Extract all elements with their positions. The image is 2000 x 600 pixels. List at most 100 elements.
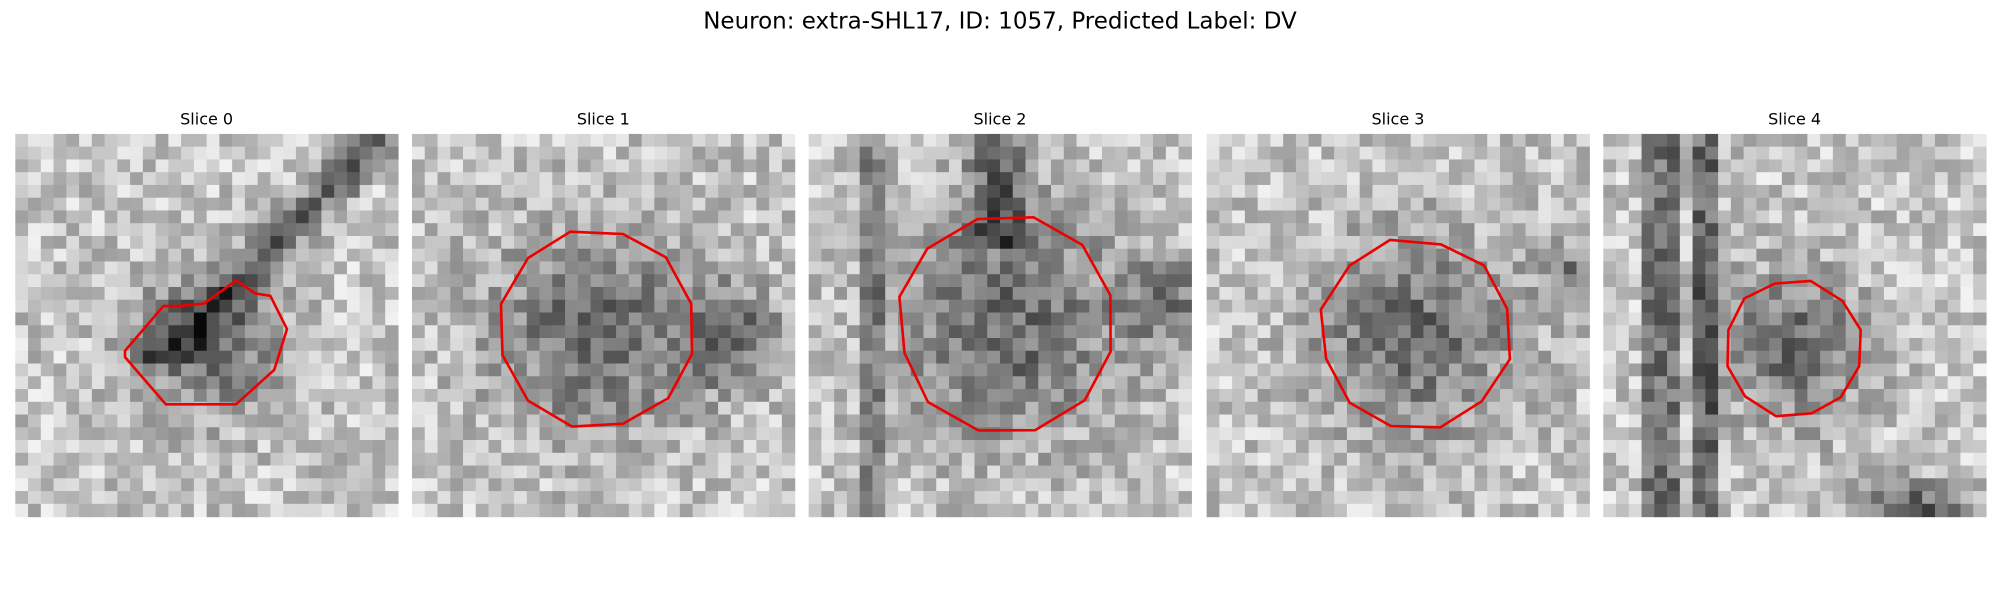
pixel <box>1397 159 1412 173</box>
pixel <box>1603 210 1617 224</box>
pixel <box>437 401 451 416</box>
pixel <box>1397 274 1412 288</box>
pixel <box>1576 465 1590 479</box>
pixel <box>1270 274 1284 288</box>
pixel <box>1551 223 1565 237</box>
pixel <box>808 376 823 390</box>
pixel <box>1012 414 1027 428</box>
pixel <box>756 312 770 326</box>
pixel <box>488 312 502 326</box>
pixel <box>1244 261 1259 275</box>
pixel <box>603 363 617 377</box>
pixel <box>577 210 592 224</box>
pixel <box>28 223 42 237</box>
pixel <box>232 197 246 212</box>
pixel <box>1051 184 1065 199</box>
pixel <box>1692 299 1706 314</box>
pixel <box>641 146 655 161</box>
pixel <box>1385 159 1399 173</box>
pixel <box>1410 363 1425 377</box>
pixel <box>1051 159 1065 173</box>
pixel <box>488 172 502 186</box>
pixel <box>79 338 93 352</box>
pixel <box>1114 491 1129 505</box>
pixel <box>1641 401 1655 416</box>
pixel <box>1436 350 1450 365</box>
pixel <box>1372 325 1386 339</box>
pixel <box>1832 159 1847 173</box>
pixel <box>463 363 477 377</box>
pixel <box>1410 184 1425 199</box>
pixel <box>1820 440 1834 454</box>
pixel <box>104 299 118 314</box>
pixel <box>1807 210 1821 224</box>
pixel <box>193 376 208 390</box>
pixel <box>1270 325 1284 339</box>
pixel <box>193 325 208 339</box>
pixel <box>1127 478 1141 492</box>
pixel <box>885 248 899 263</box>
pixel <box>1922 440 1936 454</box>
pixel <box>756 376 770 390</box>
pixel <box>130 465 144 479</box>
pixel <box>667 299 681 314</box>
pixel <box>1832 146 1847 161</box>
pixel <box>244 172 259 186</box>
pixel <box>1679 299 1694 314</box>
pixel <box>948 503 963 518</box>
pixel <box>1076 338 1090 352</box>
pixel <box>808 312 823 326</box>
pixel <box>385 261 399 275</box>
pixel <box>1257 376 1271 390</box>
pixel <box>321 491 335 505</box>
pixel <box>1461 172 1476 186</box>
pixel <box>756 286 770 301</box>
pixel <box>501 465 515 479</box>
pixel <box>1960 299 1974 314</box>
pixel <box>1257 312 1271 326</box>
pixel <box>1538 491 1552 505</box>
pixel <box>1641 478 1655 492</box>
pixel <box>1359 465 1374 479</box>
pixel <box>1165 146 1180 161</box>
pixel <box>104 261 118 275</box>
pixel <box>488 401 502 416</box>
pixel <box>1114 184 1129 199</box>
pixel <box>66 286 80 301</box>
pixel <box>1206 159 1220 173</box>
pixel <box>1769 299 1783 314</box>
pixel <box>705 172 719 186</box>
pixel <box>948 452 963 467</box>
pixel <box>910 223 925 237</box>
pixel <box>1858 427 1872 441</box>
pixel <box>1871 414 1885 428</box>
pixel <box>948 184 963 199</box>
pixel <box>936 146 950 161</box>
pixel <box>974 312 988 326</box>
pixel <box>1512 299 1527 314</box>
pixel <box>1232 274 1246 288</box>
pixel <box>270 172 284 186</box>
pixel <box>1270 210 1284 224</box>
pixel <box>756 133 770 148</box>
pixel <box>1603 172 1617 186</box>
pixel <box>872 133 886 148</box>
pixel <box>1257 503 1271 518</box>
pixel <box>168 197 182 212</box>
contour <box>123 279 289 406</box>
pixel <box>756 261 770 275</box>
pixel <box>15 248 29 263</box>
pixel <box>1794 299 1808 314</box>
pixel <box>1705 184 1719 199</box>
pixel <box>1153 312 1167 326</box>
pixel <box>1257 452 1271 467</box>
pixel <box>1206 235 1220 250</box>
pixel <box>1883 197 1898 212</box>
pixel <box>616 389 630 403</box>
pixel <box>1448 325 1463 339</box>
pixel <box>1718 299 1732 314</box>
pixel <box>1960 465 1974 479</box>
pixel <box>181 427 195 441</box>
pixel <box>142 146 157 161</box>
pixel <box>859 133 874 148</box>
